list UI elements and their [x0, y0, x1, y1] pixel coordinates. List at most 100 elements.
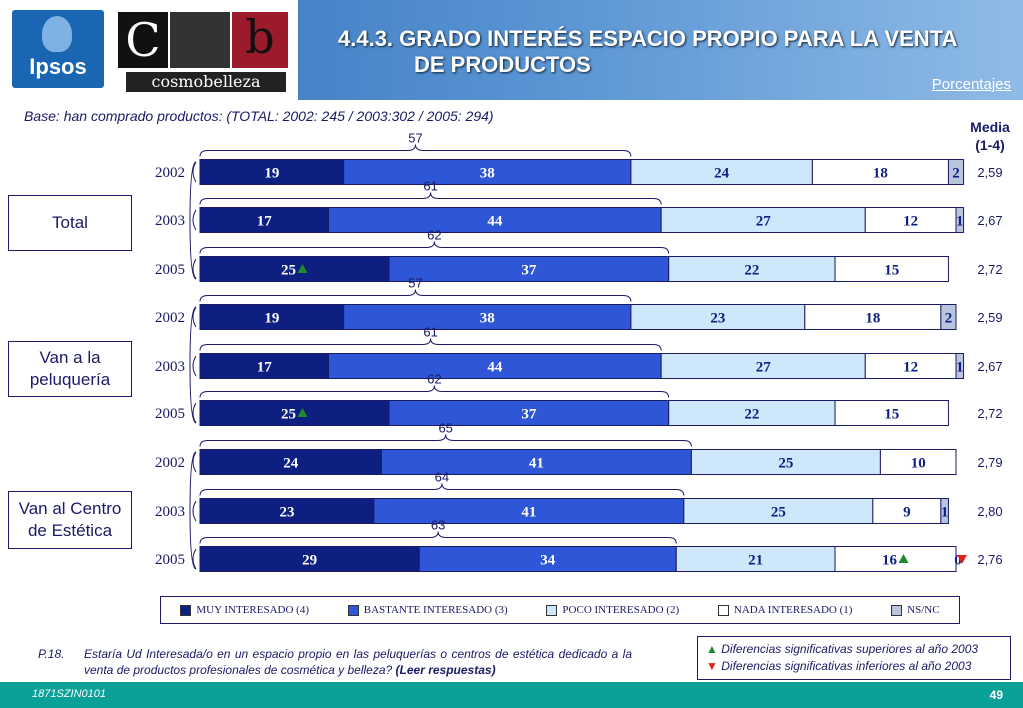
bar-value-label: 27	[756, 360, 772, 376]
legend-swatch-poco	[546, 604, 558, 616]
year-label: 2002	[155, 165, 185, 181]
bar-value-label: 44	[487, 360, 503, 376]
legend-item-poco: POCO INTERESADO (2)	[546, 604, 679, 616]
cosmo-logo-word: cosmobelleza	[126, 72, 286, 92]
bar-value-label: 22	[744, 263, 759, 279]
triangle-up-icon: ▲	[706, 642, 718, 656]
chart-legend: MUY INTERESADO (4) BASTANTE INTERESADO (…	[160, 596, 960, 624]
bar-value-label: 27	[756, 214, 772, 230]
axis-tick	[192, 451, 197, 473]
page-title-line2: DE PRODUCTOS	[414, 52, 591, 77]
bar-value-label: 37	[521, 263, 537, 279]
axis-tick	[192, 258, 197, 280]
legend-item-nsnc: NS/NC	[891, 604, 940, 616]
year-label: 2005	[155, 406, 185, 422]
bar-segment-poco	[660, 353, 866, 379]
total-brace	[199, 338, 662, 351]
legend-label-poco: POCO INTERESADO (2)	[562, 604, 680, 616]
bar-segment-muy	[199, 449, 382, 475]
media-value: 2,59	[977, 310, 1002, 325]
bar-segment-bastante	[418, 546, 677, 572]
triangle-down-icon: ▼	[706, 659, 718, 673]
axis-tick	[192, 355, 197, 377]
legend-label-nsnc: NS/NC	[907, 604, 940, 616]
group-bracket	[189, 306, 197, 424]
bar-value-label: 44	[487, 214, 503, 230]
bar-segment-nada	[864, 353, 957, 379]
bar-segment-poco	[690, 449, 881, 475]
media-value: 2,67	[977, 359, 1002, 374]
total-brace	[199, 289, 632, 302]
group-bracket	[189, 161, 197, 280]
media-value: 2,80	[977, 504, 1002, 519]
bar-segment-nada	[872, 498, 942, 524]
bar-segment-nsnc	[947, 159, 965, 185]
bar-segment-poco	[630, 159, 813, 185]
bar-value-label: 25	[778, 456, 793, 472]
year-label: 2003	[155, 504, 185, 520]
axis-tick	[192, 500, 197, 522]
media-title-line2: (1-4)	[975, 137, 1005, 153]
bar-value-label: 12	[903, 360, 918, 376]
group-label-peluqueria: Van a la peluquería	[8, 341, 132, 397]
legend-swatch-nada	[717, 604, 729, 616]
bar-segment-bastante	[328, 353, 662, 379]
bar-value-label: 1	[941, 505, 949, 521]
axis-tick	[192, 161, 197, 183]
group-bracket	[189, 451, 197, 570]
bar-segment-nsnc	[940, 498, 949, 524]
bar-segment-muy	[199, 400, 390, 426]
cosmobelleza-logo: C b cosmobelleza	[118, 10, 288, 92]
significance-up-marker	[297, 264, 308, 273]
bar-segment-muy	[199, 207, 330, 233]
bar-value-label: 38	[480, 166, 495, 182]
bar-value-label: 18	[873, 166, 888, 182]
bar-segment-nsnc	[955, 353, 965, 379]
sig-up-row: ▲ Diferencias significativas superiores …	[706, 642, 978, 656]
page-title-line1: 4.4.3. GRADO INTERÉS ESPACIO PROPIO PARA…	[338, 26, 958, 51]
head-silhouette-icon	[42, 16, 72, 52]
significance-up-marker	[898, 554, 909, 563]
bar-segment-bastante	[343, 304, 632, 330]
legend-item-muy: MUY INTERESADO (4)	[180, 604, 309, 616]
bar-segment-muy	[199, 159, 345, 185]
cosmo-logo-b: b	[232, 12, 288, 68]
bar-value-label: 12	[903, 214, 918, 230]
bar-segment-bastante	[388, 256, 670, 282]
bar-segment-nada	[834, 400, 949, 426]
bar-value-label: 18	[865, 311, 880, 327]
legend-swatch-muy	[180, 604, 192, 616]
bar-segment-muy	[199, 498, 375, 524]
group-label-centro-estetica: Van al Centro de Estética	[8, 491, 132, 549]
brace-total-label: 63	[431, 518, 445, 533]
bar-segment-poco	[630, 304, 806, 330]
total-brace	[199, 192, 662, 205]
bar-segment-nsnc	[940, 304, 957, 330]
year-label: 2003	[155, 359, 185, 375]
bar-segment-muy	[199, 353, 330, 379]
sig-up-text: Diferencias significativas superiores al…	[721, 642, 979, 656]
brace-total-label: 65	[438, 421, 452, 436]
significance-legend: ▲ Diferencias significativas superiores …	[697, 636, 1011, 680]
base-text: Base: han comprado productos: (TOTAL: 20…	[24, 108, 494, 124]
total-brace	[199, 144, 632, 157]
bar-value-label: 24	[714, 166, 730, 182]
bar-value-label: 17	[257, 360, 273, 376]
bar-segment-muy	[199, 256, 390, 282]
bar-segment-poco	[660, 207, 866, 233]
axis-tick	[192, 306, 197, 328]
bar-segment-nada	[834, 546, 957, 572]
total-brace	[199, 531, 677, 544]
media-title-line1: Media	[970, 119, 1010, 135]
question-number: P.18.	[38, 647, 65, 661]
bar-value-label: 41	[521, 505, 536, 521]
bar-value-label: 25	[771, 505, 786, 521]
axis-tick	[192, 209, 197, 231]
bar-value-label: 15	[884, 407, 899, 423]
bar-value-label: 15	[884, 263, 899, 279]
significance-down-marker	[957, 555, 967, 564]
bar-value-label: 25	[281, 263, 296, 279]
bar-value-label: 41	[529, 456, 544, 472]
page-number: 49	[989, 688, 1003, 702]
total-brace	[199, 385, 670, 398]
